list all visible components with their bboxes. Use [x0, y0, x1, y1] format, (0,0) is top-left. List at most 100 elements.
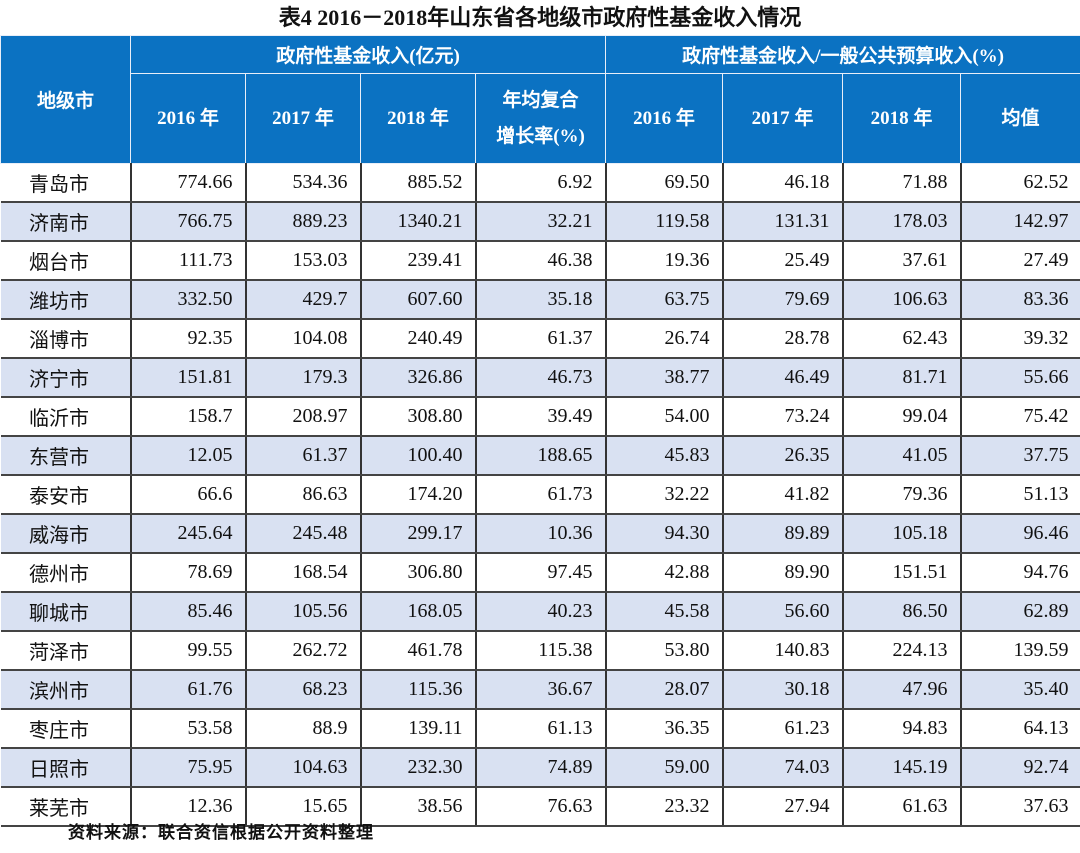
cell-value: 94.83: [841, 709, 962, 749]
cell-value: 139.59: [959, 631, 1080, 671]
cell-value: 61.37: [244, 436, 362, 476]
cell-value: 111.73: [129, 241, 247, 281]
cell-city: 济南市: [0, 202, 132, 242]
cell-value: 326.86: [359, 358, 477, 398]
header-col-cagr: 年均复合 增长率(%): [474, 73, 607, 164]
table-row: 烟台市 111.73 153.03 239.41 46.38 19.36 25.49 37.6…: [0, 241, 1080, 281]
cell-value: 61.63: [841, 787, 962, 827]
cell-value: 76.63: [474, 787, 607, 827]
table-row: 潍坊市 332.50 429.7 607.60 35.18 63.75 79.69 106.6…: [0, 280, 1080, 320]
cell-value: 74.89: [474, 748, 607, 788]
cell-city: 青岛市: [0, 163, 132, 203]
cell-value: 94.76: [959, 553, 1080, 593]
cell-value: 99.04: [841, 397, 962, 437]
cell-value: 299.17: [359, 514, 477, 554]
cell-value: 151.51: [841, 553, 962, 593]
cell-value: 89.89: [721, 514, 844, 554]
cell-city: 德州市: [0, 553, 132, 593]
cell-city: 威海市: [0, 514, 132, 554]
cell-value: 224.13: [841, 631, 962, 671]
source-note: 资料来源：联合资信根据公开资料整理: [68, 823, 374, 842]
cell-value: 96.46: [959, 514, 1080, 554]
cell-value: 62.43: [841, 319, 962, 359]
cell-value: 139.11: [359, 709, 477, 749]
cell-value: 12.36: [129, 787, 247, 827]
header-col-2017: 2017 年: [245, 73, 361, 164]
cell-value: 45.58: [604, 592, 724, 632]
cell-value: 774.66: [129, 163, 247, 203]
cell-value: 45.83: [604, 436, 724, 476]
cell-value: 885.52: [359, 163, 477, 203]
cell-value: 607.60: [359, 280, 477, 320]
table-row: 威海市 245.64 245.48 299.17 10.36 94.30 89.89 105.…: [0, 514, 1080, 554]
cell-value: 37.75: [959, 436, 1080, 476]
cell-value: 131.31: [721, 202, 844, 242]
cell-value: 39.32: [959, 319, 1080, 359]
cell-value: 140.83: [721, 631, 844, 671]
table-row: 临沂市 158.7 208.97 308.80 39.49 54.00 73.24 99.04…: [0, 397, 1080, 437]
cell-value: 61.76: [129, 670, 247, 710]
cell-value: 239.41: [359, 241, 477, 281]
cell-value: 461.78: [359, 631, 477, 671]
table-row: 济南市 766.75 889.23 1340.21 32.21 119.58 131.31 1…: [0, 202, 1080, 242]
cell-value: 19.36: [604, 241, 724, 281]
cell-value: 46.18: [721, 163, 844, 203]
cell-value: 92.74: [959, 748, 1080, 788]
cell-value: 106.63: [841, 280, 962, 320]
cell-value: 61.37: [474, 319, 607, 359]
table-title: 表4 2016－2018年山东省各地级市政府性基金收入情况: [278, 5, 802, 30]
table-row: 菏泽市 99.55 262.72 461.78 115.38 53.80 140.83 224…: [0, 631, 1080, 671]
cell-value: 158.7: [129, 397, 247, 437]
cell-value: 36.35: [604, 709, 724, 749]
cell-value: 115.38: [474, 631, 607, 671]
cell-value: 245.64: [129, 514, 247, 554]
cell-value: 240.49: [359, 319, 477, 359]
cell-city: 泰安市: [0, 475, 132, 515]
cell-city: 淄博市: [0, 319, 132, 359]
table-row: 莱芜市 12.36 15.65 38.56 76.63 23.32 27.94 61.63 37…: [0, 787, 1080, 827]
cell-value: 308.80: [359, 397, 477, 437]
cell-value: 119.58: [604, 202, 724, 242]
cell-value: 104.63: [244, 748, 362, 788]
header-col-ratio-avg: 均值: [960, 73, 1080, 164]
header-city: 地级市: [0, 35, 131, 164]
cell-value: 61.13: [474, 709, 607, 749]
cell-value: 85.46: [129, 592, 247, 632]
cell-value: 37.61: [841, 241, 962, 281]
cell-value: 81.71: [841, 358, 962, 398]
cell-city: 临沂市: [0, 397, 132, 437]
cell-city: 日照市: [0, 748, 132, 788]
cell-value: 69.50: [604, 163, 724, 203]
cell-value: 61.23: [721, 709, 844, 749]
cell-value: 12.05: [129, 436, 247, 476]
cell-value: 79.36: [841, 475, 962, 515]
cell-value: 1340.21: [359, 202, 477, 242]
header-col-2016: 2016 年: [130, 73, 246, 164]
cell-value: 151.81: [129, 358, 247, 398]
cell-value: 46.38: [474, 241, 607, 281]
cell-city: 枣庄市: [0, 709, 132, 749]
cell-value: 104.08: [244, 319, 362, 359]
cell-value: 83.36: [959, 280, 1080, 320]
cell-value: 232.30: [359, 748, 477, 788]
cell-value: 105.18: [841, 514, 962, 554]
cell-value: 86.50: [841, 592, 962, 632]
cell-city: 济宁市: [0, 358, 132, 398]
header-col-ratio-2017: 2017 年: [722, 73, 844, 164]
table-row: 枣庄市 53.58 88.9 139.11 61.13 36.35 61.23 94.83 64…: [0, 709, 1080, 749]
cell-value: 26.74: [604, 319, 724, 359]
cell-value: 10.36: [474, 514, 607, 554]
cell-value: 115.36: [359, 670, 477, 710]
header-cagr-line2: 增长率(%): [496, 125, 585, 147]
cell-value: 245.48: [244, 514, 362, 554]
cell-value: 40.23: [474, 592, 607, 632]
cell-value: 36.67: [474, 670, 607, 710]
cell-value: 94.30: [604, 514, 724, 554]
cell-value: 41.05: [841, 436, 962, 476]
cell-value: 64.13: [959, 709, 1080, 749]
cell-value: 188.65: [474, 436, 607, 476]
cell-value: 23.32: [604, 787, 724, 827]
cell-value: 86.63: [244, 475, 362, 515]
cell-value: 28.78: [721, 319, 844, 359]
cell-value: 46.49: [721, 358, 844, 398]
